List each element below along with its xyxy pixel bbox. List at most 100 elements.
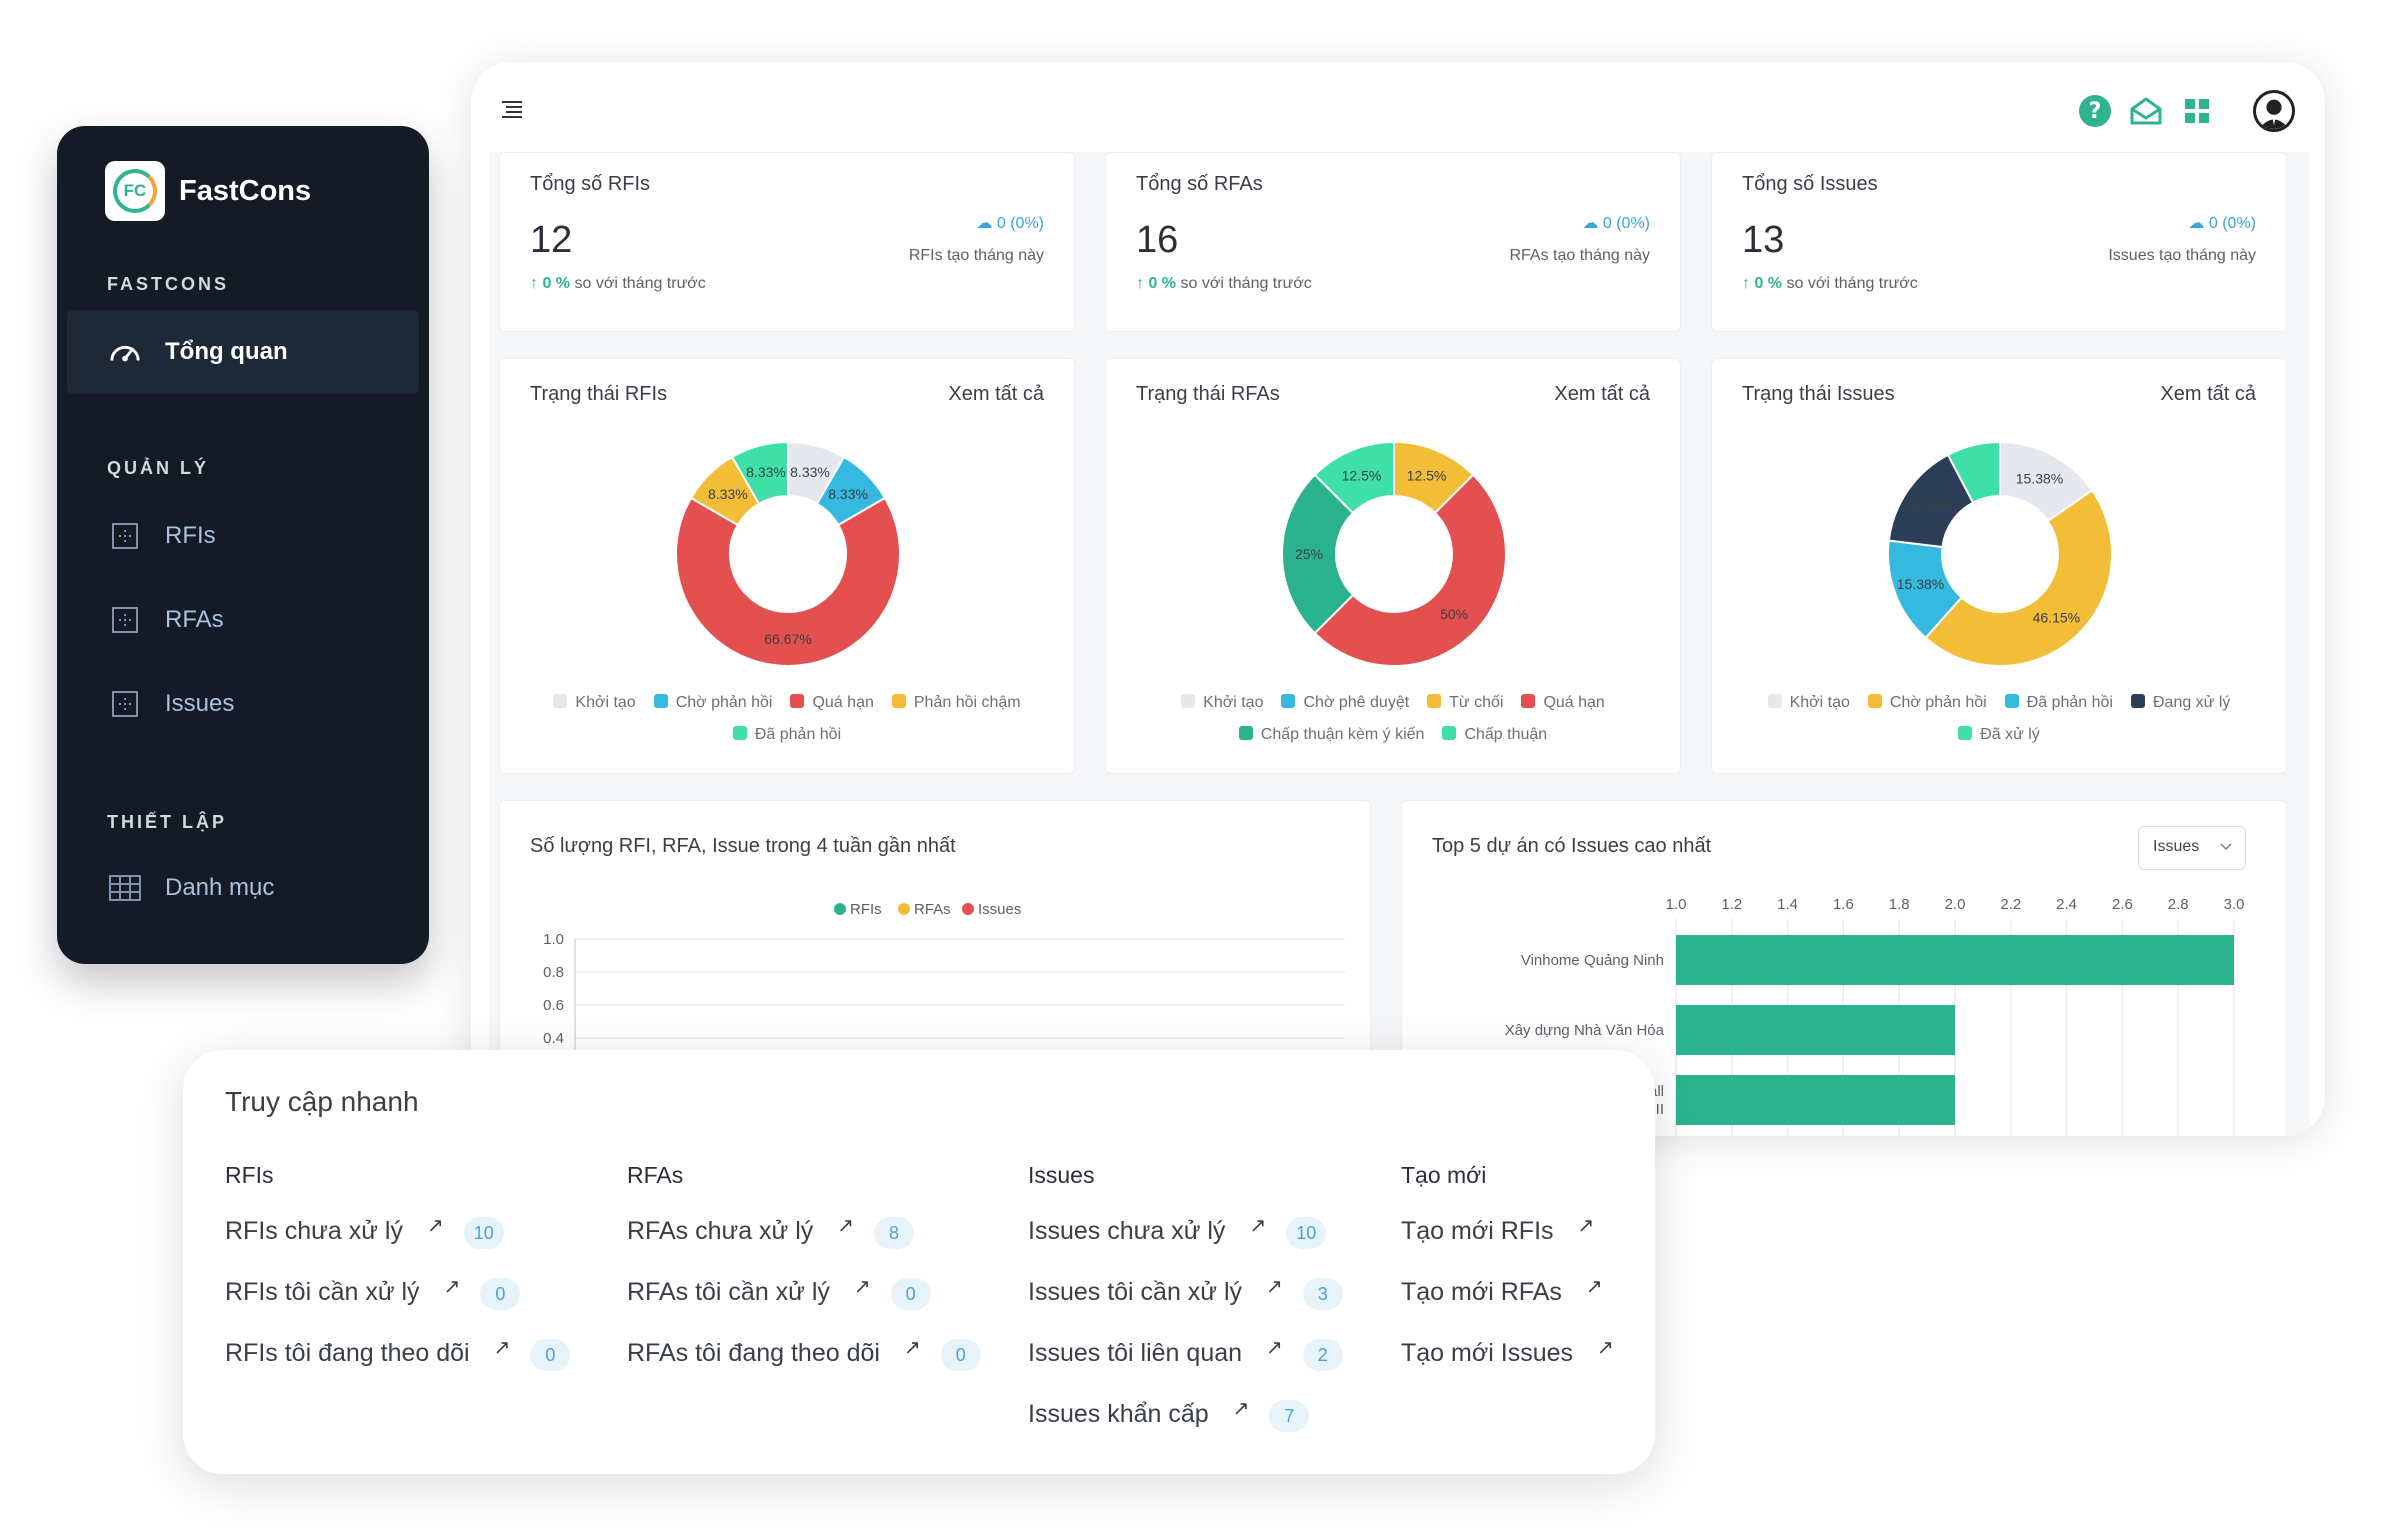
quick-link[interactable]: RFIs chưa xử lý ↗ 10 [225, 1215, 570, 1278]
legend-item[interactable]: Chờ phản hồi [653, 687, 772, 719]
donut-slice-label: 25% [1295, 546, 1323, 562]
sidebar-item-rfas[interactable]: RFAs [67, 578, 419, 662]
legend-item[interactable]: Quá hạn [790, 687, 874, 719]
legend-item[interactable]: Chấp thuận [1442, 719, 1547, 751]
category-label: Vinhome Quảng Ninh [1521, 952, 1664, 969]
legend-label: Phản hồi chậm [913, 694, 1021, 711]
section-fastcons: FASTCONS [107, 274, 230, 294]
section-settings: THIẾT LẬP [107, 812, 227, 832]
quick-link-text: Tạo mới RFIs [1401, 1217, 1554, 1245]
table-icon [109, 872, 141, 904]
view-all-link[interactable]: Xem tất cả [1554, 383, 1650, 405]
quick-link[interactable]: RFAs chưa xử lý ↗ 8 [627, 1215, 981, 1278]
donut-slice[interactable] [730, 440, 789, 506]
legend-item[interactable]: Khởi tạo [1181, 687, 1263, 719]
quick-link[interactable]: Issues chưa xử lý ↗ 10 [1028, 1215, 1343, 1278]
donut-slice-label: 50% [1440, 606, 1468, 622]
legend-swatch [1958, 726, 1973, 740]
sidebar-item-label: Tổng quan [165, 338, 288, 365]
legend-swatch [2004, 694, 2019, 708]
sidebar-item-overview[interactable]: Tổng quan [67, 310, 419, 394]
bar[interactable] [1676, 935, 2234, 985]
quick-access-panel: Truy cập nhanh RFIs RFIs chưa xử lý ↗ 10 R… [183, 1050, 1655, 1474]
dashboard-window: ? Tổng số RFIs 12 ↑ 0 % so với tháng trư… [471, 62, 2325, 1136]
bar-chart: 1.0 1.2 1.4 1.6 1.8 2.0 2.2 2.4 2.6 2.8 3.0 Vinhome… [1505, 896, 2244, 1136]
x-tick-label: 2.2 [2000, 896, 2021, 913]
quick-link[interactable]: Issues khẩn cấp ↗ 7 [1028, 1398, 1343, 1461]
quick-link[interactable]: Tạo mới RFIs ↗ [1401, 1215, 1614, 1278]
legend-swatch [553, 694, 568, 708]
help-icon[interactable]: ? [2077, 93, 2113, 129]
legend-swatch [2130, 694, 2145, 708]
quick-link[interactable]: RFIs tôi cần xử lý ↗ 0 [225, 1276, 570, 1339]
legend-item[interactable]: Chờ phản hồi [1867, 687, 1987, 719]
quick-link[interactable]: Tạo mới Issues ↗ [1401, 1337, 1614, 1400]
mail-open-icon[interactable] [2128, 93, 2164, 129]
brand-logo[interactable]: FC FastCons [105, 161, 311, 221]
sidebar-item-rfis[interactable]: RFIs [67, 494, 419, 578]
y-tick-label: 0.4 [543, 1030, 564, 1047]
quick-link[interactable]: Tạo mới RFAs ↗ [1401, 1276, 1614, 1339]
donut-slice[interactable] [1313, 473, 1507, 667]
line-chart-title: Số lượng RFI, RFA, Issue trong 4 tuần gầ… [530, 835, 956, 857]
hamburger-menu-icon[interactable] [501, 100, 523, 123]
arrow-up-right-icon: ↗ [1585, 1276, 1603, 1298]
quick-column-head: RFAs [627, 1162, 684, 1188]
quick-link[interactable]: RFAs tôi đang theo dõi ↗ 0 [627, 1337, 981, 1400]
view-all-link[interactable]: Xem tất cả [948, 383, 1044, 405]
donut-slice[interactable] [1281, 473, 1355, 635]
bar[interactable] [1676, 1075, 1955, 1125]
legend-swatch [1442, 726, 1457, 740]
fastcons-logo-icon: FC [105, 161, 165, 221]
quick-link-text: RFIs chưa xử lý [225, 1217, 403, 1245]
quick-link[interactable]: RFAs tôi cần xử lý ↗ 0 [627, 1276, 981, 1339]
legend-swatch [790, 694, 805, 708]
legend-swatch [1521, 694, 1536, 708]
legend-item[interactable]: Chấp thuận kèm ý kiến [1238, 719, 1424, 751]
legend-item[interactable]: Đang xử lý [2130, 687, 2230, 719]
quick-link[interactable]: RFIs tôi đang theo dõi ↗ 0 [225, 1337, 571, 1400]
legend-item[interactable]: Đã phản hồi [732, 719, 841, 751]
legend-item[interactable]: Chờ phê duyệt [1281, 687, 1409, 719]
sidebar-item-categories[interactable]: Danh mục [67, 846, 419, 930]
stat-month: ☁ 0 (0%) Issues tạo tháng này [2108, 213, 2256, 265]
quick-link[interactable]: Issues tôi cần xử lý ↗ 3 [1028, 1276, 1343, 1339]
legend-marker [962, 903, 974, 915]
legend-item[interactable]: Đã xử lý [1958, 719, 2040, 751]
legend-item[interactable]: Phản hồi chậm [891, 687, 1021, 719]
user-avatar-icon[interactable] [2253, 90, 2295, 132]
topbar: ? [471, 62, 2325, 152]
donut-slice[interactable] [1946, 440, 2001, 504]
donut-slice[interactable] [1313, 440, 1395, 515]
donut-slice-label: 12.5% [1407, 467, 1447, 483]
content-area: Tổng số RFIs 12 ↑ 0 % so với tháng trước… [489, 152, 2309, 1136]
legend-item[interactable]: Quá hạn [1521, 687, 1605, 719]
apps-grid-icon[interactable] [2179, 93, 2215, 129]
legend-item[interactable]: Khởi tạo [553, 687, 636, 719]
count-badge: 10 [463, 1217, 504, 1249]
legend-item[interactable]: Từ chối [1427, 687, 1503, 719]
quick-column-head: Issues [1028, 1162, 1095, 1188]
quick-link-text: Issues tôi liên quan [1028, 1339, 1243, 1367]
month-label: Issues tạo tháng này [2108, 247, 2256, 264]
issue-type-select[interactable]: Issues [2138, 826, 2246, 870]
donut-slice-label: 15.38% [2016, 471, 2063, 487]
quick-link-text: RFAs chưa xử lý [627, 1217, 814, 1245]
donut-legend: Khởi tạo Chờ phản hồi Quá hạn Phản hồi chậm… [520, 687, 1054, 751]
donut-card-rfis: Trạng thái RFIs Xem tất cả 8.33% 8.33% 66.… [499, 358, 1075, 774]
bar[interactable] [1676, 1005, 1955, 1055]
legend-item[interactable]: Khởi tạo [1767, 687, 1850, 719]
donut-slice[interactable] [675, 496, 901, 667]
donut-slice[interactable] [1924, 488, 2113, 667]
arrow-up-right-icon: ↗ [493, 1337, 511, 1359]
legend-marker [898, 903, 910, 915]
view-all-link[interactable]: Xem tất cả [2160, 383, 2256, 405]
quick-link[interactable]: Issues tôi liên quan ↗ 2 [1028, 1337, 1343, 1400]
quick-link-text: RFAs tôi đang theo dõi [627, 1339, 880, 1367]
sidebar-item-issues[interactable]: Issues [67, 662, 419, 746]
x-tick-label: 2.4 [2056, 896, 2077, 913]
quick-column-head: RFIs [225, 1162, 274, 1188]
legend-item[interactable]: Đã phản hồi [2004, 687, 2113, 719]
donut-chart: 15.38% 46.15% 15.38% 15.38% [1887, 440, 2113, 667]
legend-label: Đã phản hồi [2026, 694, 2113, 711]
